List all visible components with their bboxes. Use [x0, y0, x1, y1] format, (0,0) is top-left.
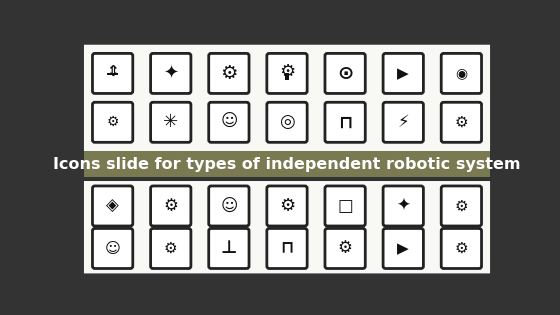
FancyBboxPatch shape — [383, 186, 423, 226]
Text: ⚙: ⚙ — [164, 241, 178, 256]
Text: ☺: ☺ — [105, 241, 120, 256]
FancyBboxPatch shape — [151, 228, 191, 268]
FancyBboxPatch shape — [325, 228, 365, 268]
FancyBboxPatch shape — [383, 54, 423, 94]
FancyBboxPatch shape — [92, 228, 133, 268]
FancyBboxPatch shape — [325, 186, 365, 226]
FancyBboxPatch shape — [151, 54, 191, 94]
Bar — [107, 73, 118, 75]
Text: ◉: ◉ — [455, 66, 468, 80]
Text: ⇕: ⇕ — [106, 64, 119, 79]
Text: ☺: ☺ — [220, 197, 237, 215]
Text: ☺: ☺ — [220, 112, 237, 130]
FancyBboxPatch shape — [441, 54, 482, 94]
FancyBboxPatch shape — [151, 102, 191, 142]
Text: ⊓: ⊓ — [281, 239, 293, 257]
FancyBboxPatch shape — [325, 54, 365, 94]
FancyBboxPatch shape — [209, 186, 249, 226]
FancyBboxPatch shape — [92, 54, 133, 94]
FancyBboxPatch shape — [209, 54, 249, 94]
FancyBboxPatch shape — [92, 186, 133, 226]
FancyBboxPatch shape — [383, 102, 423, 142]
Text: ⊥: ⊥ — [221, 239, 237, 257]
Text: ✦: ✦ — [396, 197, 410, 215]
Text: ⚙: ⚙ — [279, 63, 295, 81]
FancyBboxPatch shape — [441, 228, 482, 268]
Text: ⚙: ⚙ — [455, 115, 468, 130]
FancyBboxPatch shape — [209, 102, 249, 142]
FancyBboxPatch shape — [84, 181, 490, 273]
Bar — [84, 151, 490, 177]
Text: ⚙: ⚙ — [338, 239, 353, 257]
Text: ◈: ◈ — [106, 197, 119, 215]
Text: ◎: ◎ — [279, 113, 295, 131]
Text: Icons slide for types of independent robotic system: Icons slide for types of independent rob… — [53, 157, 521, 172]
FancyBboxPatch shape — [441, 102, 482, 142]
Text: ⚙: ⚙ — [220, 64, 237, 83]
Text: ⚙: ⚙ — [279, 197, 295, 215]
FancyBboxPatch shape — [267, 54, 307, 94]
Text: ⊙: ⊙ — [337, 64, 353, 83]
FancyBboxPatch shape — [267, 186, 307, 226]
Text: ✦: ✦ — [163, 65, 178, 83]
Text: ⚙: ⚙ — [455, 241, 468, 256]
FancyBboxPatch shape — [267, 102, 307, 142]
FancyBboxPatch shape — [92, 102, 133, 142]
Text: ⚡: ⚡ — [398, 113, 409, 131]
FancyBboxPatch shape — [383, 228, 423, 268]
Bar — [286, 73, 288, 80]
Text: ⚙: ⚙ — [455, 198, 468, 214]
FancyBboxPatch shape — [441, 186, 482, 226]
FancyBboxPatch shape — [267, 228, 307, 268]
Text: ⊓: ⊓ — [338, 113, 352, 131]
FancyBboxPatch shape — [84, 45, 490, 151]
Text: □: □ — [337, 197, 353, 215]
Text: ✳: ✳ — [163, 113, 178, 131]
FancyBboxPatch shape — [151, 186, 191, 226]
Text: ⚙: ⚙ — [106, 115, 119, 129]
FancyBboxPatch shape — [209, 228, 249, 268]
Text: ⚙: ⚙ — [164, 197, 178, 215]
Text: ▶: ▶ — [398, 66, 409, 81]
Text: ▶: ▶ — [398, 241, 409, 256]
FancyBboxPatch shape — [325, 102, 365, 142]
